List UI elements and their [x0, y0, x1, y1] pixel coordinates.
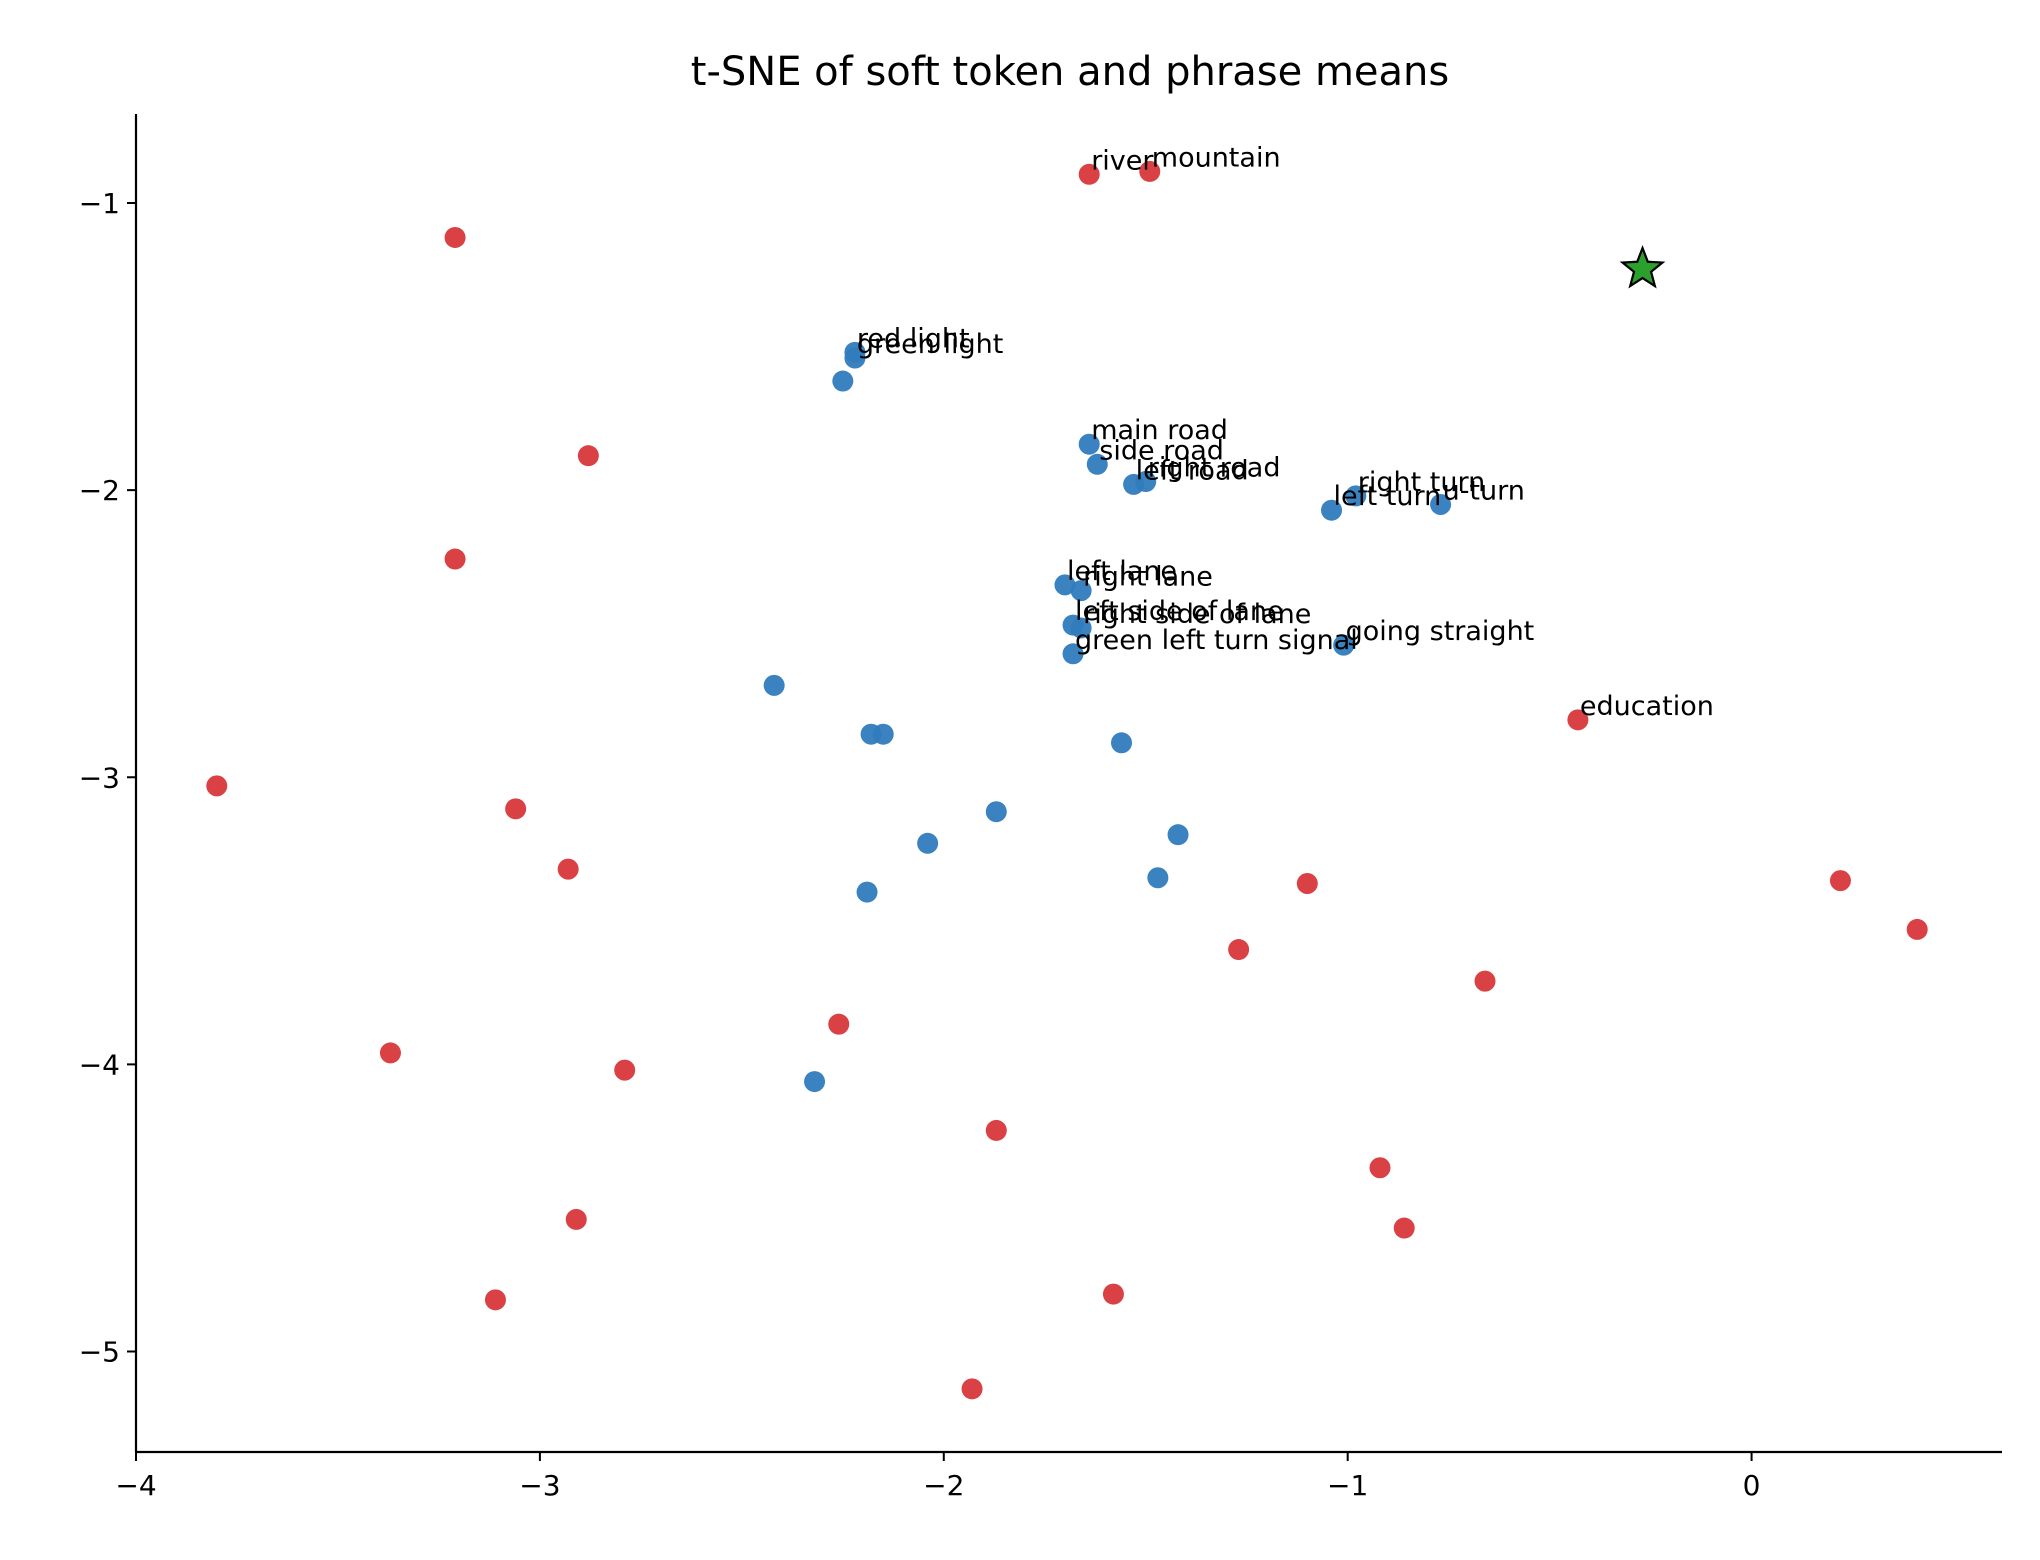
scatter-point [1054, 574, 1076, 596]
scatter-point [1135, 471, 1157, 493]
point-label: right turn [1358, 467, 1485, 498]
point-label: left road [1136, 455, 1249, 486]
point-label: right road [1148, 453, 1281, 484]
point-label: side road [1099, 435, 1224, 466]
scatter-point [804, 1071, 826, 1093]
point-label: going straight [1346, 616, 1535, 647]
scatter-point [1139, 160, 1161, 182]
scatter-point [1567, 709, 1589, 731]
point-label: river [1091, 145, 1154, 176]
scatter-point [961, 1378, 983, 1400]
y-tick-label: −1 [79, 187, 120, 220]
point-label: left side of lane [1075, 596, 1284, 627]
x-tick-label: 0 [1743, 1469, 1761, 1502]
y-tick-label: −4 [79, 1048, 120, 1081]
scatter-point [856, 881, 878, 903]
scatter-point [505, 798, 527, 820]
scatter-point [985, 801, 1007, 823]
scatter-point [844, 347, 866, 369]
scatter-point [1111, 732, 1133, 754]
scatter-point [828, 1013, 850, 1035]
point-label: green left turn signal [1075, 625, 1358, 656]
scatter-point [1078, 163, 1100, 185]
point-label: mountain [1152, 142, 1281, 173]
scatter-point [1345, 485, 1367, 507]
scatter-point [565, 1208, 587, 1230]
x-tick-label: −4 [115, 1469, 156, 1502]
scatter-point [206, 775, 228, 797]
y-tick-label: −5 [79, 1336, 120, 1369]
scatter-point [444, 548, 466, 570]
chart-title: t-SNE of soft token and phrase means [691, 49, 1449, 95]
scatter-point [1321, 499, 1343, 521]
scatter-point [1070, 580, 1092, 602]
point-label: education [1580, 691, 1714, 722]
scatter-point [985, 1119, 1007, 1141]
scatter-point [444, 226, 466, 248]
scatter-point [872, 723, 894, 745]
scatter-point [614, 1059, 636, 1081]
scatter-point [557, 858, 579, 880]
scatter-point [1829, 870, 1851, 892]
scatter-point [1906, 918, 1928, 940]
scatter-point [484, 1289, 506, 1311]
scatter-point [763, 674, 785, 696]
scatter-point [577, 445, 599, 467]
scatter-point [1078, 433, 1100, 455]
scatter-point [1086, 453, 1108, 475]
scatter-point [1062, 643, 1084, 665]
scatter-point [1369, 1157, 1391, 1179]
scatter-point [832, 370, 854, 392]
point-label: left turn [1334, 481, 1442, 512]
scatter-point [1070, 617, 1092, 639]
scatter-point [917, 832, 939, 854]
point-label: right side of lane [1083, 599, 1311, 630]
scatter-point [1147, 867, 1169, 889]
data-points [206, 160, 1928, 1400]
scatter-point [1102, 1283, 1124, 1305]
scatter-point [1474, 970, 1496, 992]
x-tick-label: −3 [519, 1469, 560, 1502]
point-label: right lane [1083, 562, 1213, 593]
point-label: red light [857, 323, 970, 354]
x-tick-label: −1 [1327, 1469, 1368, 1502]
scatter-point [1430, 493, 1452, 515]
x-tick-label: −2 [923, 1469, 964, 1502]
scatter-point [1393, 1217, 1415, 1239]
y-tick-label: −3 [79, 761, 120, 794]
star-marker [1619, 244, 1666, 289]
point-label: main road [1091, 415, 1228, 446]
scatter-point [1296, 872, 1318, 894]
scatter-point [379, 1042, 401, 1064]
point-label: green light [857, 329, 1003, 360]
scatter-point [1333, 634, 1355, 656]
axes: −4 −3 −2 −1 0 −1 −2 −3 −4 −5 [79, 114, 2002, 1502]
scatter-point [1228, 939, 1250, 961]
point-label: u-turn [1443, 475, 1525, 506]
y-tick-label: −2 [79, 474, 120, 507]
scatter-point [1167, 824, 1189, 846]
point-label: left lane [1067, 556, 1177, 587]
